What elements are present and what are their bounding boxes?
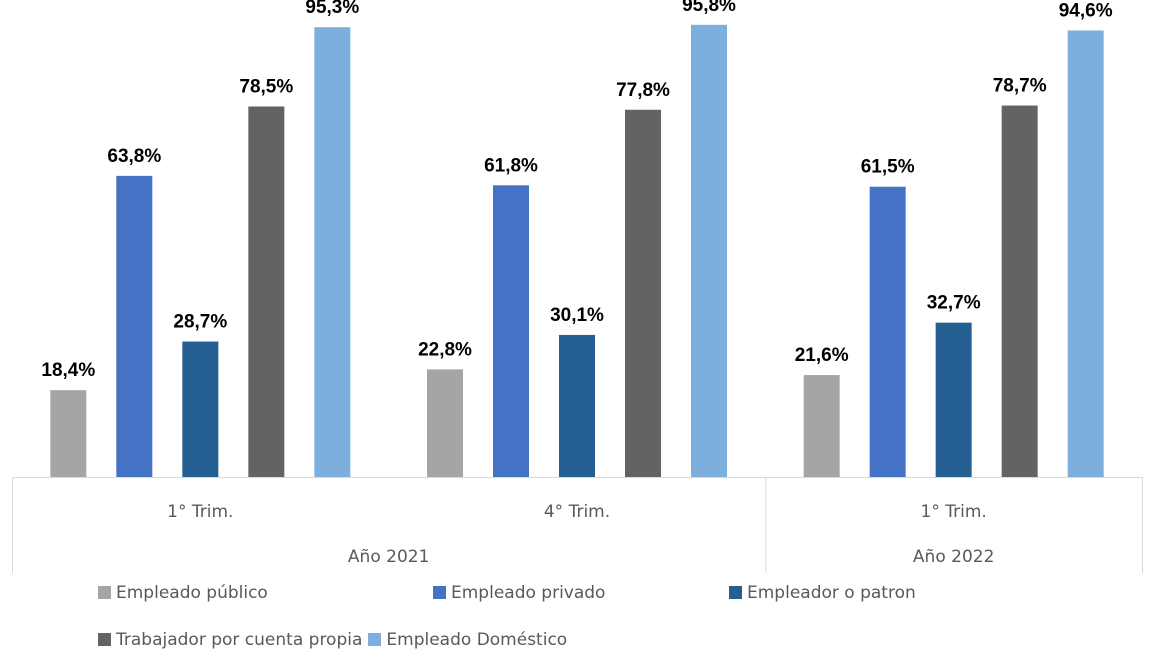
legend-item: Trabajador por cuenta propia bbox=[98, 630, 362, 650]
data-label: 63,8% bbox=[107, 146, 161, 167]
data-label: 95,8% bbox=[682, 0, 736, 16]
bar-chart: 18,4% 63,8% 28,7% 78,5% 95,3% 22,8% 61,8% 30,1%… bbox=[12, 0, 1143, 573]
bar bbox=[803, 375, 840, 477]
legend-label: Empleado Doméstico bbox=[386, 629, 568, 650]
category-label: 1° Trim. bbox=[167, 502, 233, 522]
bar bbox=[625, 109, 661, 477]
legend-row: Empleado público Empleado privado Empleado… bbox=[98, 578, 1098, 607]
data-label: 22,8% bbox=[418, 339, 472, 360]
group-label: Año 2021 bbox=[348, 547, 429, 567]
bar bbox=[1001, 105, 1038, 477]
bar bbox=[1067, 30, 1104, 477]
data-label: 94,6% bbox=[1059, 0, 1113, 21]
data-label: 77,8% bbox=[616, 80, 670, 101]
data-label: 21,6% bbox=[795, 345, 849, 366]
bar bbox=[314, 27, 351, 478]
legend-item: Empleador o patron bbox=[729, 583, 979, 603]
bar bbox=[248, 106, 285, 477]
data-label: 61,5% bbox=[861, 157, 915, 178]
bar bbox=[691, 24, 727, 477]
group-label: Año 2022 bbox=[913, 547, 994, 567]
legend-swatch bbox=[98, 586, 111, 599]
legend-label: Empleado privado bbox=[451, 582, 606, 603]
data-label: 30,1% bbox=[550, 305, 604, 326]
data-label: 78,7% bbox=[993, 76, 1047, 97]
bar bbox=[935, 322, 972, 477]
bar bbox=[869, 186, 906, 477]
data-label: 78,5% bbox=[239, 76, 293, 97]
legend-label: Empleado público bbox=[116, 582, 268, 603]
data-label: 95,3% bbox=[305, 0, 359, 18]
legend-item: Empleado público bbox=[98, 583, 433, 603]
bar bbox=[559, 334, 595, 477]
legend-item: Empleado Doméstico bbox=[368, 630, 567, 650]
bar bbox=[427, 369, 463, 477]
bar bbox=[116, 175, 153, 477]
legend-swatch bbox=[98, 633, 111, 646]
bar bbox=[50, 390, 87, 477]
bar bbox=[493, 185, 529, 477]
data-label: 61,8% bbox=[484, 155, 538, 176]
legend-swatch bbox=[368, 633, 382, 646]
bar bbox=[182, 341, 219, 477]
legend-row: Trabajador por cuenta propia Empleado Dom… bbox=[98, 625, 1098, 654]
legend-label: Empleador o patron bbox=[747, 582, 916, 603]
legend-swatch bbox=[433, 586, 446, 599]
chart-legend: Empleado público Empleado privado Empleado… bbox=[98, 578, 1098, 672]
legend-swatch bbox=[729, 586, 742, 599]
category-label: 4° Trim. bbox=[544, 502, 610, 522]
data-label: 32,7% bbox=[927, 293, 981, 314]
legend-item: Empleado privado bbox=[433, 583, 729, 603]
data-label: 28,7% bbox=[173, 312, 227, 333]
data-label: 18,4% bbox=[41, 360, 95, 381]
category-label: 1° Trim. bbox=[921, 502, 987, 522]
legend-label: Trabajador por cuenta propia bbox=[116, 629, 363, 650]
